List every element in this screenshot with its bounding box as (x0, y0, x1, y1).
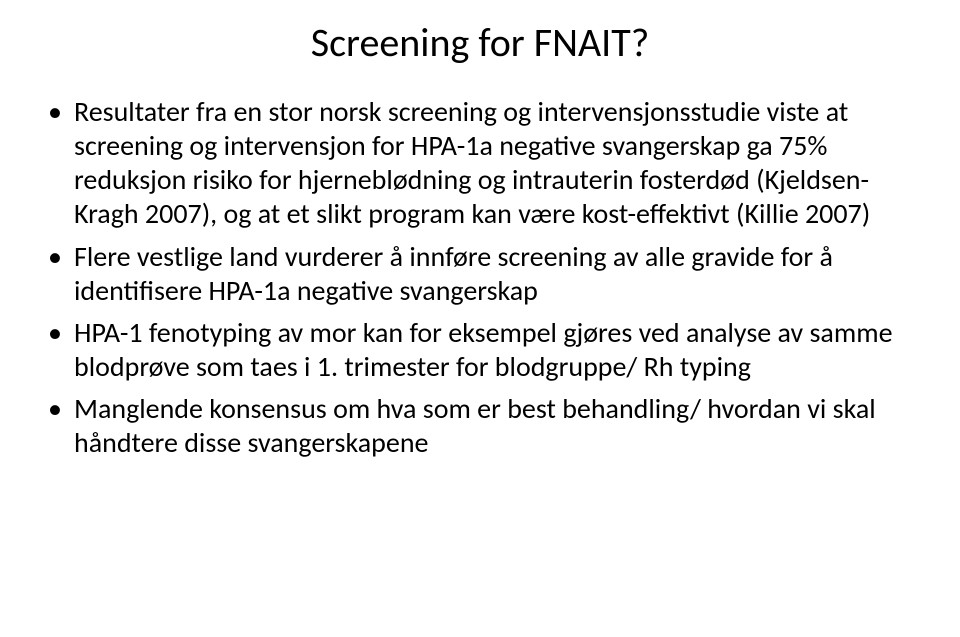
list-item: Flere vestlige land vurderer å innføre s… (48, 240, 912, 308)
list-item: Manglende konsensus om hva som er best b… (48, 392, 912, 460)
list-item: HPA-1 fenotyping av mor kan for eksempel… (48, 316, 912, 384)
list-item: Resultater fra en stor norsk screening o… (48, 95, 912, 232)
page-title: Screening for FNAIT? (48, 18, 912, 67)
bullet-list: Resultater fra en stor norsk screening o… (48, 95, 912, 461)
slide: Screening for FNAIT? Resultater fra en s… (0, 0, 960, 637)
